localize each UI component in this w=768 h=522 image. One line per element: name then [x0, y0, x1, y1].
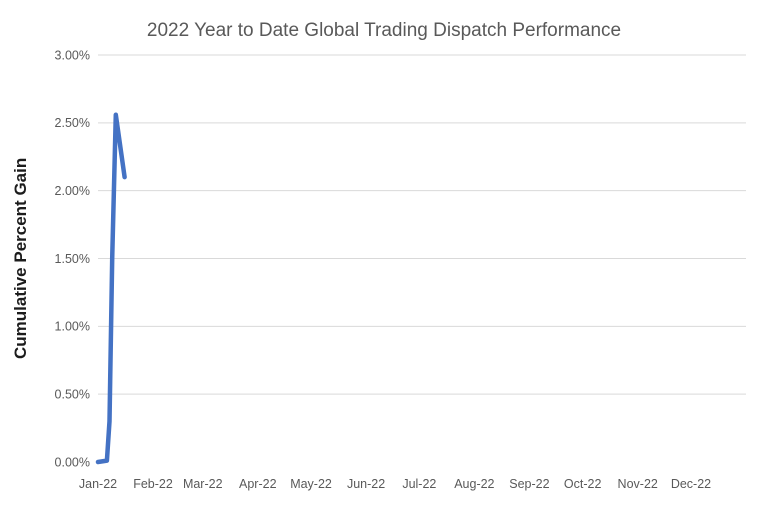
- x-tick-label: Jul-22: [402, 477, 436, 491]
- x-tick-label: Dec-22: [671, 477, 711, 491]
- x-tick-label: Jun-22: [347, 477, 385, 491]
- x-tick-label: May-22: [290, 477, 332, 491]
- y-tick-label: 0.00%: [55, 455, 90, 469]
- y-tick-label: 1.50%: [55, 252, 90, 266]
- x-tick-label: Nov-22: [618, 477, 658, 491]
- x-tick-label: Sep-22: [509, 477, 549, 491]
- chart-title: 2022 Year to Date Global Trading Dispatc…: [146, 20, 622, 41]
- y-tick-label: 1.00%: [55, 320, 90, 334]
- y-tick-label: 3.00%: [55, 48, 90, 62]
- y-tick-label: 0.50%: [55, 388, 90, 402]
- y-tick-label: 2.00%: [55, 184, 90, 198]
- x-tick-label: Oct-22: [564, 477, 602, 491]
- x-tick-label: Aug-22: [454, 477, 494, 491]
- x-tick-label: Mar-22: [183, 477, 223, 491]
- series-line: [95, 112, 127, 465]
- y-tick-label: 2.50%: [55, 116, 90, 130]
- x-tick-label: Jan-22: [79, 477, 117, 491]
- x-tick-label: Feb-22: [133, 477, 173, 491]
- x-tick-label: Apr-22: [239, 477, 277, 491]
